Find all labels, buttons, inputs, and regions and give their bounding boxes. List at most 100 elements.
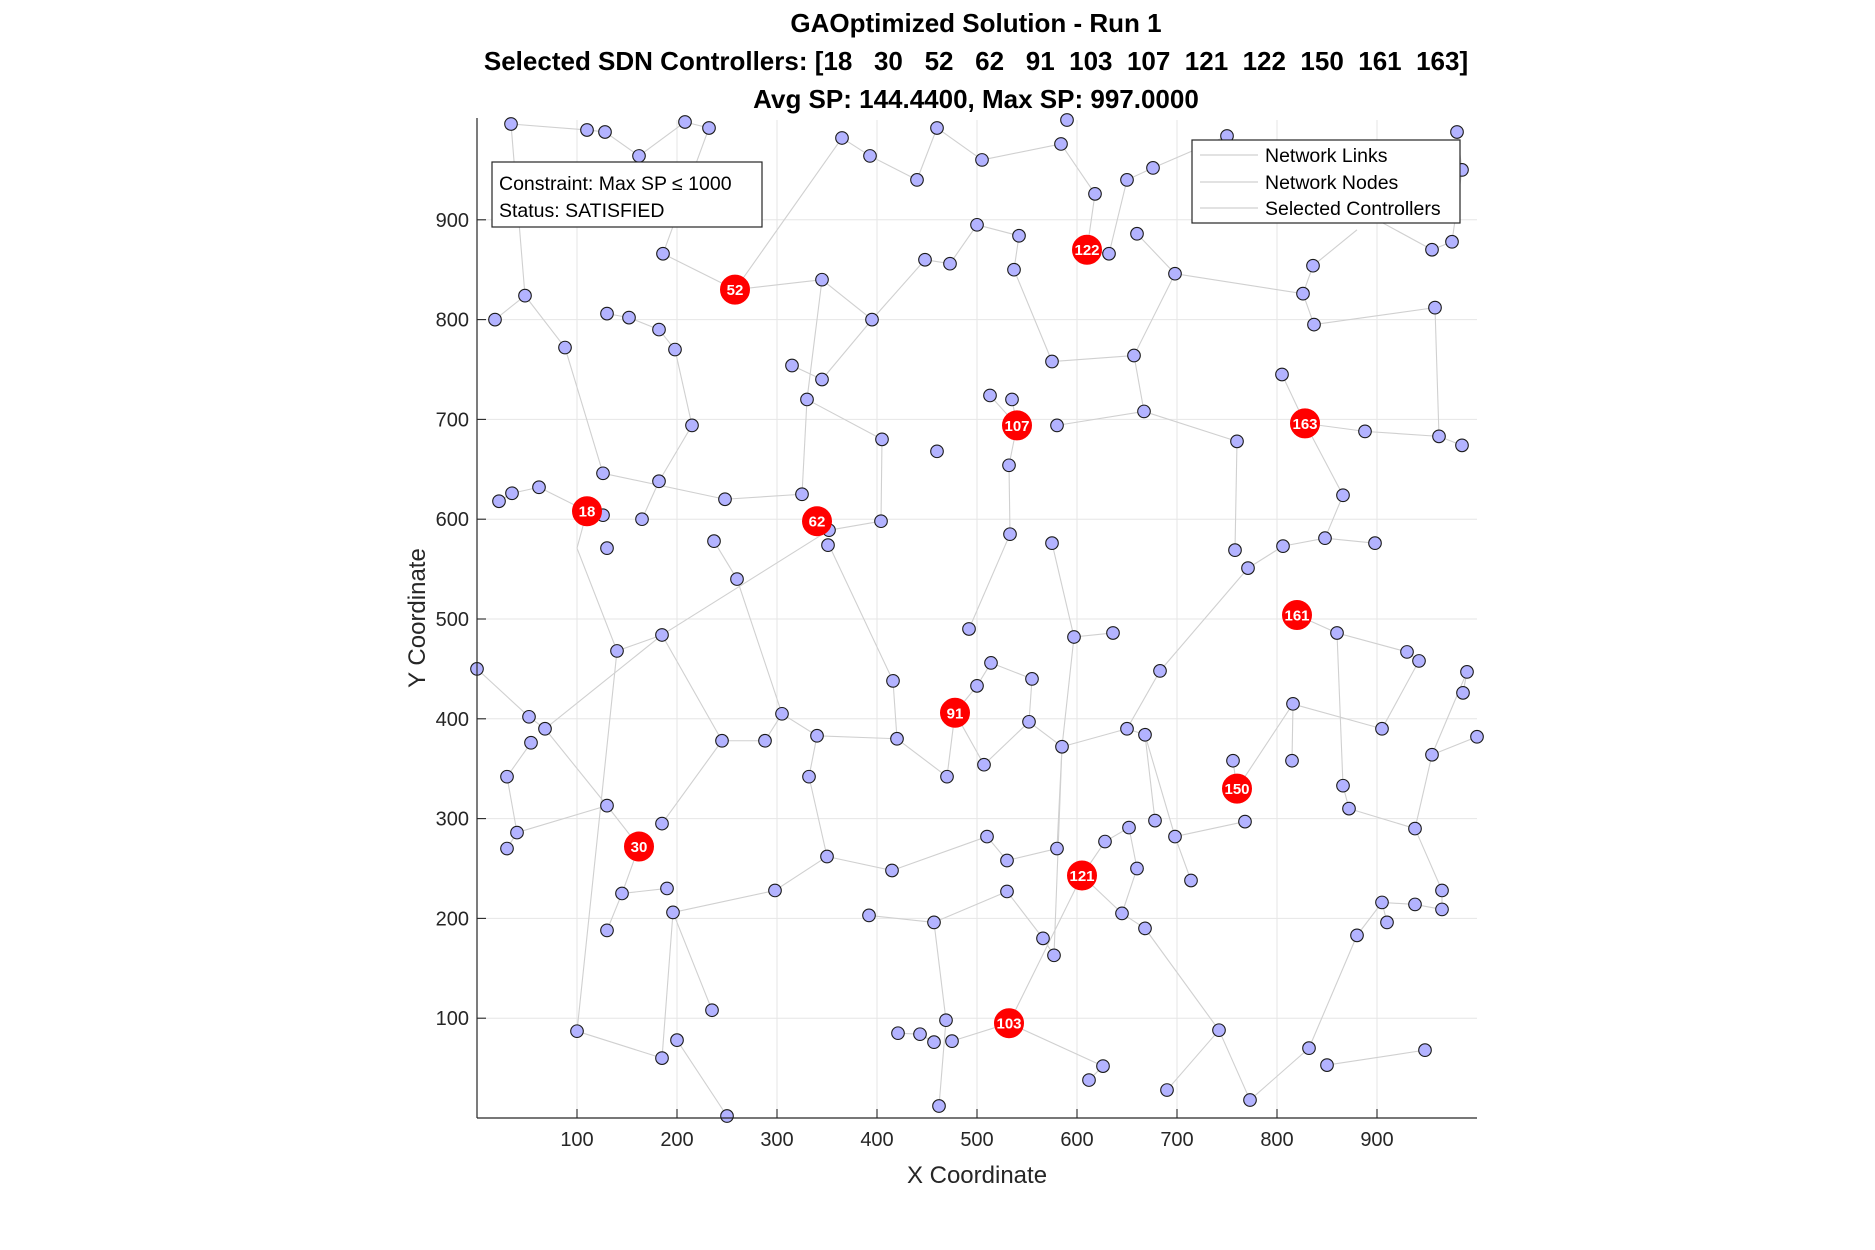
network-node xyxy=(1445,234,1459,249)
network-link xyxy=(1234,441,1238,551)
network-link xyxy=(1431,736,1478,756)
network-link xyxy=(1324,537,1376,544)
network-node xyxy=(596,466,610,481)
network-link xyxy=(933,922,947,1021)
network-node xyxy=(538,721,552,736)
network-link xyxy=(806,279,823,400)
network-link xyxy=(674,349,693,426)
network-link xyxy=(1061,728,1128,748)
network-node xyxy=(977,757,991,772)
network-link xyxy=(1431,671,1468,755)
y-tick-label: 800 xyxy=(436,310,469,332)
network-link xyxy=(1324,495,1344,539)
network-node xyxy=(984,656,998,670)
network-node xyxy=(652,322,666,337)
network-node xyxy=(570,1024,584,1039)
network-link xyxy=(1313,307,1436,326)
controller-121: 121 xyxy=(1067,860,1097,891)
controller-marker xyxy=(940,697,970,728)
controller-label: 121 xyxy=(1069,868,1094,885)
network-node xyxy=(670,1033,684,1048)
network-node xyxy=(1106,626,1120,640)
network-link xyxy=(1218,1029,1251,1101)
network-node xyxy=(500,841,514,856)
network-link xyxy=(476,668,530,718)
network-node xyxy=(707,534,721,549)
y-tick-label: 200 xyxy=(436,908,469,930)
network-node xyxy=(1425,242,1439,257)
controller-30: 30 xyxy=(624,831,654,862)
network-node xyxy=(863,149,877,163)
network-node xyxy=(610,644,624,658)
x-axis-label: X Coordinate xyxy=(907,1162,1047,1189)
network-node xyxy=(1127,348,1141,363)
network-node xyxy=(975,153,989,167)
network-node xyxy=(1226,753,1240,768)
network-link xyxy=(983,721,1030,766)
network-node xyxy=(1460,665,1474,679)
network-node xyxy=(932,1099,946,1113)
network-node xyxy=(891,1026,905,1041)
network-node xyxy=(685,418,699,433)
network-node xyxy=(1045,354,1059,369)
network-node xyxy=(810,728,824,743)
network-link xyxy=(806,398,883,440)
network-node xyxy=(1375,721,1389,736)
controller-marker xyxy=(572,496,602,527)
network-node xyxy=(1036,931,1050,946)
y-tick-label: 100 xyxy=(436,1008,469,1030)
network-node xyxy=(1168,829,1182,844)
network-node xyxy=(1368,536,1382,551)
controller-label: 103 xyxy=(996,1016,1021,1033)
network-link xyxy=(1126,670,1161,730)
network-link xyxy=(1008,465,1011,535)
network-link xyxy=(564,347,604,474)
network-link xyxy=(544,728,608,806)
controller-label: 62 xyxy=(809,514,826,531)
title-line-3: Avg SP: 144.4400, Max SP: 997.0000 xyxy=(753,84,1199,114)
network-link xyxy=(949,224,978,265)
network-link xyxy=(1108,179,1128,254)
network-node xyxy=(500,769,514,784)
title-line-2: Selected SDN Controllers: [18 30 52 62 9… xyxy=(484,46,1468,76)
network-node xyxy=(1450,125,1464,139)
network-node xyxy=(1088,187,1102,201)
network-link xyxy=(1133,273,1176,356)
network-link xyxy=(506,742,532,778)
y-axis-label: Y Coordinate xyxy=(404,548,431,688)
x-tick-label: 700 xyxy=(1160,1129,1193,1151)
network-link xyxy=(1013,269,1053,362)
controller-marker xyxy=(1002,410,1032,441)
network-node xyxy=(598,125,612,139)
network-node xyxy=(835,131,849,145)
network-link xyxy=(621,887,668,894)
y-tick-label: 900 xyxy=(436,210,469,232)
network-node xyxy=(1047,948,1061,963)
network-node xyxy=(492,494,506,509)
network-node xyxy=(1455,438,1469,453)
network-node xyxy=(702,121,716,135)
network-link xyxy=(828,520,882,531)
network-node xyxy=(1096,1059,1110,1073)
network-node xyxy=(660,881,674,896)
network-node xyxy=(1168,266,1182,281)
network-node xyxy=(1230,434,1244,449)
network-node xyxy=(1296,286,1310,301)
network-link xyxy=(916,127,938,181)
network-node xyxy=(775,706,789,721)
network-node xyxy=(1285,753,1299,768)
network-link xyxy=(724,493,803,500)
network-link xyxy=(616,634,663,652)
network-node xyxy=(1243,1093,1257,1107)
network-node xyxy=(1276,539,1290,553)
network-node xyxy=(1241,561,1255,575)
network-node xyxy=(655,816,669,831)
network-link xyxy=(821,319,873,380)
network-link xyxy=(1291,703,1383,730)
network-node xyxy=(1380,915,1394,930)
network-node xyxy=(1306,258,1320,273)
annotation-box: Constraint: Max SP ≤ 1000 Status: SATISF… xyxy=(491,161,763,228)
controller-161: 161 xyxy=(1282,600,1312,631)
network-node xyxy=(1130,226,1144,241)
network-node xyxy=(655,628,669,642)
